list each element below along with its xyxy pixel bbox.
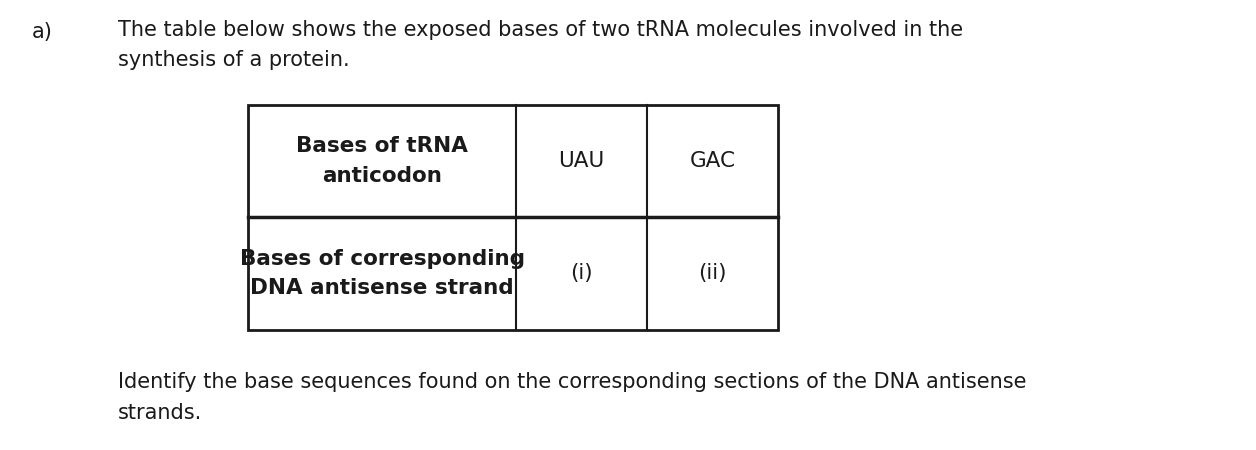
Text: a): a) [31, 22, 53, 42]
Text: GAC: GAC [690, 151, 736, 171]
Text: UAU: UAU [559, 151, 604, 171]
Text: (i): (i) [570, 264, 593, 284]
Text: strands.: strands. [118, 403, 202, 423]
Text: synthesis of a protein.: synthesis of a protein. [118, 50, 349, 70]
Text: Bases of tRNA
anticodon: Bases of tRNA anticodon [296, 136, 468, 186]
Text: Bases of corresponding
DNA antisense strand: Bases of corresponding DNA antisense str… [240, 249, 525, 298]
Text: The table below shows the exposed bases of two tRNA molecules involved in the: The table below shows the exposed bases … [118, 20, 963, 40]
Text: Identify the base sequences found on the corresponding sections of the DNA antis: Identify the base sequences found on the… [118, 372, 1026, 392]
Bar [247, 105, 777, 330]
Text: (ii): (ii) [698, 264, 727, 284]
